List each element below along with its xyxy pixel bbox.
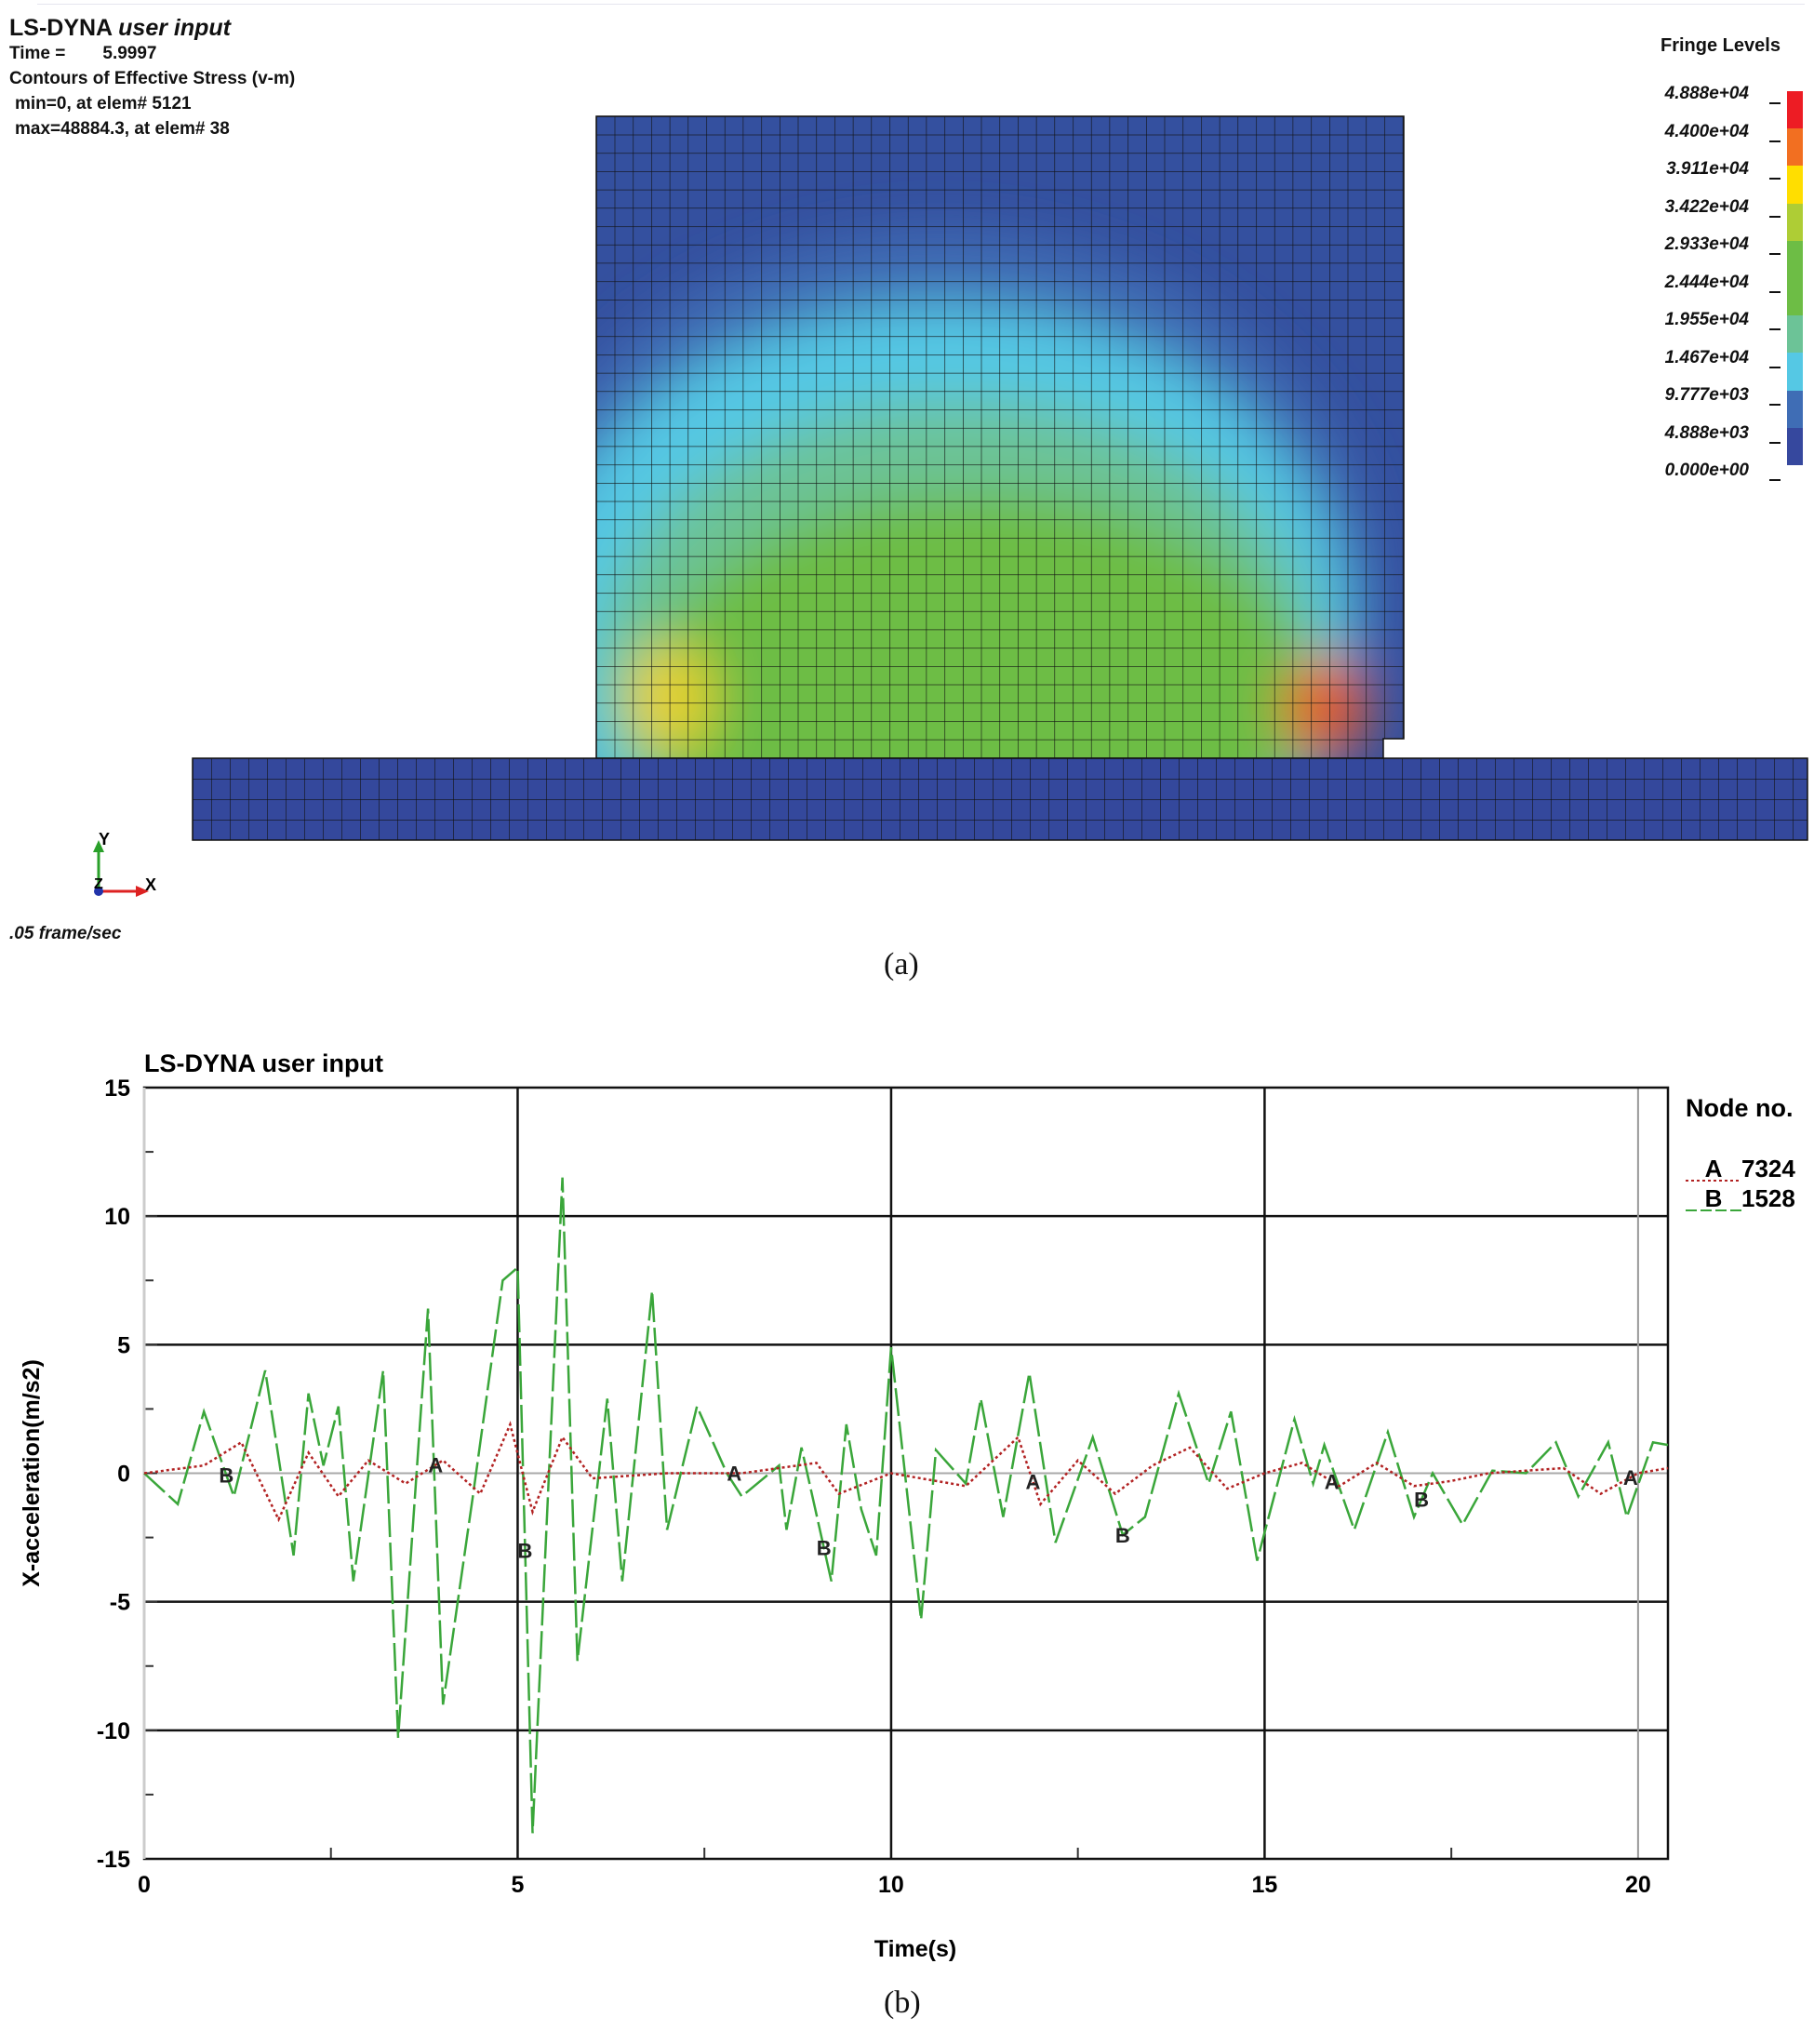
max-text: max=48884.3, at elem# 38 xyxy=(15,119,230,139)
fringe-tick xyxy=(1769,253,1781,255)
fringe-band xyxy=(1787,203,1803,241)
series-marker-b: B xyxy=(518,1539,533,1562)
fringe-band xyxy=(1787,278,1803,316)
series-line-a xyxy=(143,1421,1669,1523)
series-marker-b: B xyxy=(1414,1489,1429,1512)
x-tick-label: 15 xyxy=(1252,1872,1278,1898)
fringe-level-label: 3.911e+04 xyxy=(1666,159,1749,179)
legend-title: Node no. xyxy=(1686,1094,1794,1122)
fringe-tick xyxy=(1769,441,1781,444)
fringe-tick xyxy=(1769,479,1781,481)
fringe-level-label: 9.777e+03 xyxy=(1664,385,1749,405)
contour-label: Contours of Effective Stress (v-m) xyxy=(9,69,296,88)
series-marker-b: B xyxy=(219,1464,233,1488)
fringe-band xyxy=(1787,315,1803,354)
fringe-tick xyxy=(1769,404,1781,406)
fringe-band xyxy=(1787,166,1803,204)
panel-a-title: LS-DYNA user input xyxy=(9,15,231,42)
legend-series-name: B xyxy=(1705,1184,1723,1212)
legend-node-number: 1528 xyxy=(1741,1184,1795,1212)
x-tick-label: 0 xyxy=(138,1872,151,1898)
fringe-legend: Fringe Levels 4.888e+04 4.400e+04 3.911e+0… xyxy=(1637,33,1814,481)
fringe-band xyxy=(1787,240,1803,278)
y-tick-label: -15 xyxy=(97,1847,130,1873)
series-marker-a: A xyxy=(1026,1471,1041,1494)
fringe-tick xyxy=(1769,328,1781,330)
y-axis-label: X-acceleration(m/s2) xyxy=(19,1359,45,1587)
x-tick-label: 5 xyxy=(512,1872,525,1898)
min-text: min=0, at elem# 5121 xyxy=(15,94,192,114)
fringe-tick xyxy=(1769,366,1781,368)
time-value: 5.9997 xyxy=(102,44,157,63)
fringe-band xyxy=(1787,390,1803,428)
series-marker-b: B xyxy=(1115,1524,1130,1547)
series-marker-a: A xyxy=(727,1463,741,1486)
info-block: Time = 5.9997 Contours of Effective Stres… xyxy=(9,41,295,141)
series-marker-b: B xyxy=(817,1537,832,1560)
legend-title: Fringe Levels xyxy=(1661,35,1781,56)
title-main: LS-DYNA xyxy=(9,15,113,41)
axis-triad-icon: Y X Z xyxy=(93,830,156,897)
legend-node-number: 7324 xyxy=(1741,1155,1795,1182)
fringe-tick xyxy=(1769,102,1781,104)
fringe-band xyxy=(1787,91,1803,129)
legend-series-name: A xyxy=(1705,1155,1723,1182)
fringe-level-label: 4.400e+04 xyxy=(1664,121,1749,141)
y-tick-label: 15 xyxy=(104,1075,130,1102)
color-bar xyxy=(1787,91,1803,465)
fringe-tick xyxy=(1769,178,1781,180)
fringe-level-label: 2.933e+04 xyxy=(1664,234,1749,254)
acceleration-chart: LS-DYNA user input 15 10 5 0 -5 -10 -15 0 5 10 15 20… xyxy=(19,1049,1795,1962)
stress-field xyxy=(596,116,1404,758)
fringe-level-label: 4.888e+04 xyxy=(1664,84,1749,103)
fringe-tick xyxy=(1769,140,1781,142)
y-tick-label: -10 xyxy=(97,1718,130,1744)
fringe-level-label: 1.955e+04 xyxy=(1664,310,1749,329)
frame-rate: .05 frame/sec xyxy=(9,924,122,943)
y-tick-label: 5 xyxy=(117,1332,130,1358)
fringe-tick xyxy=(1769,215,1781,218)
top-rule xyxy=(37,4,1805,5)
axis-y-label: Y xyxy=(99,830,110,848)
fringe-level-label: 2.444e+04 xyxy=(1664,272,1749,292)
base-slab xyxy=(192,757,1808,841)
title-rest: user input xyxy=(118,15,231,41)
series-marker-a: A xyxy=(1325,1470,1340,1493)
fringe-level-label: 4.888e+03 xyxy=(1664,422,1749,443)
caption-a: (a) xyxy=(884,947,919,982)
series-marker-a: A xyxy=(428,1454,443,1477)
time-label: Time = xyxy=(9,44,66,63)
x-tick-label: 20 xyxy=(1625,1872,1651,1898)
x-tick-label: 10 xyxy=(878,1872,904,1898)
y-tick-label: 0 xyxy=(117,1462,130,1488)
series-marker-a: A xyxy=(1623,1466,1638,1490)
y-tick-label: -5 xyxy=(110,1590,130,1616)
fringe-level-label: 1.467e+04 xyxy=(1664,347,1749,367)
fringe-band xyxy=(1787,427,1803,465)
fringe-level-label: 0.000e+00 xyxy=(1664,461,1749,480)
fringe-band xyxy=(1787,128,1803,167)
fringe-band xyxy=(1787,353,1803,391)
caption-b: (b) xyxy=(884,1985,921,2020)
axis-x-label: X xyxy=(145,875,156,894)
fringe-tick xyxy=(1769,290,1781,293)
axis-z-label: Z xyxy=(94,876,103,892)
y-tick-label: 10 xyxy=(104,1204,130,1230)
chart-title: LS-DYNA user input xyxy=(144,1049,383,1077)
fe-mesh-contour: Y X Z xyxy=(93,115,1808,897)
fringe-level-label: 3.422e+04 xyxy=(1664,196,1749,217)
series-line-b xyxy=(143,1177,1669,1834)
x-axis-label: Time(s) xyxy=(874,1936,956,1962)
